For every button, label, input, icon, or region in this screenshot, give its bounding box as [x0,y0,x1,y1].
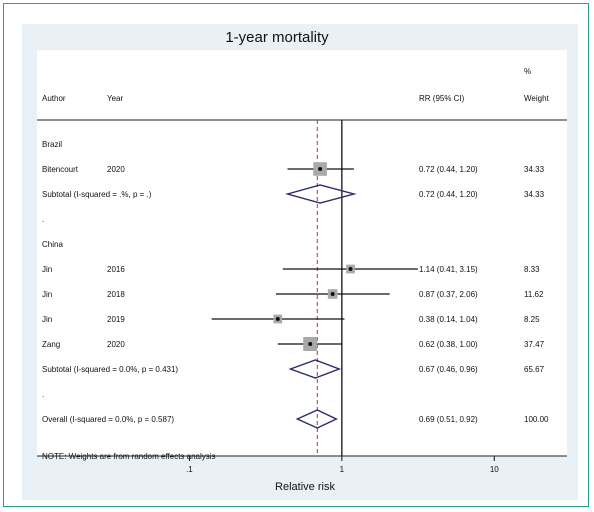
subtotal-label: Subtotal (I-squared = .%, p = .) [42,190,152,199]
study-rr-ci: 0.87 (0.37, 2.06) [419,290,478,299]
header-weight: Weight [524,94,550,103]
group-separator: . [42,215,44,224]
overall-weight: 100.00 [524,415,549,424]
study-year: 2018 [107,290,125,299]
header-year: Year [107,94,124,103]
point-estimate [275,317,280,321]
figure-frame: 1-year mortality % Author Year RR (95% C… [3,3,589,507]
subtotal-weight: 65.67 [524,365,545,374]
study-rr-ci: 1.14 (0.41, 3.15) [419,265,478,274]
study-author: Zang [42,340,60,349]
plot-area [37,50,567,456]
study-weight: 11.62 [524,290,544,299]
subtotal-rr-ci: 0.72 (0.44, 1.20) [419,190,478,199]
x-tick-label: 1 [340,465,345,474]
overall-rr-ci: 0.69 (0.51, 0.92) [419,415,478,424]
study-author: Jin [42,290,52,299]
study-weight: 8.25 [524,315,540,324]
x-tick-label: 10 [490,465,499,474]
point-estimate [348,267,353,271]
x-axis-label: Relative risk [275,481,335,493]
group-label: China [42,240,63,249]
study-rr-ci: 0.72 (0.44, 1.20) [419,165,478,174]
subtotal-diamond [284,184,357,204]
header-author: Author [42,94,66,103]
x-tick-label: .1 [186,465,193,474]
point-estimate [308,342,313,346]
study-year: 2020 [107,340,125,349]
overall-diamond [295,409,338,429]
group-label: Brazil [42,140,62,149]
study-rr-ci: 0.38 (0.14, 1.04) [419,315,478,324]
study-author: Bitencourt [42,165,79,174]
point-estimate [330,292,335,296]
study-weight: 34.33 [524,165,545,174]
study-weight: 8.33 [524,265,540,274]
study-year: 2020 [107,165,125,174]
study-author: Jin [42,265,52,274]
header-rr: RR (95% CI) [419,94,465,103]
forest-plot-panel: 1-year mortality % Author Year RR (95% C… [22,24,578,500]
group-separator: . [42,390,44,399]
header-weight-percent: % [524,67,531,76]
study-author: Jin [42,315,52,324]
study-year: 2016 [107,265,125,274]
overall-label: Overall (I-squared = 0.0%, p = 0.587) [42,415,174,424]
study-year: 2019 [107,315,125,324]
point-estimate [318,167,323,171]
forest-plot: 1-year mortality % Author Year RR (95% C… [37,29,567,493]
study-weight: 37.47 [524,340,545,349]
subtotal-label: Subtotal (I-squared = 0.0%, p = 0.431) [42,365,178,374]
subtotal-diamond [288,359,342,379]
subtotal-weight: 34.33 [524,190,545,199]
chart-title: 1-year mortality [225,29,329,46]
study-rr-ci: 0.62 (0.38, 1.00) [419,340,478,349]
subtotal-rr-ci: 0.67 (0.46, 0.96) [419,365,478,374]
